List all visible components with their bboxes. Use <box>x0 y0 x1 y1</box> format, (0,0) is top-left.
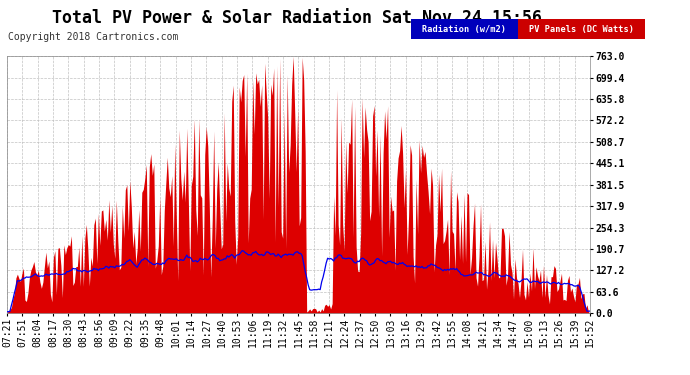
Text: PV Panels (DC Watts): PV Panels (DC Watts) <box>529 25 634 34</box>
Text: Radiation (w/m2): Radiation (w/m2) <box>422 25 506 34</box>
Text: Total PV Power & Solar Radiation Sat Nov 24 15:56: Total PV Power & Solar Radiation Sat Nov… <box>52 9 542 27</box>
Text: Copyright 2018 Cartronics.com: Copyright 2018 Cartronics.com <box>8 32 179 42</box>
